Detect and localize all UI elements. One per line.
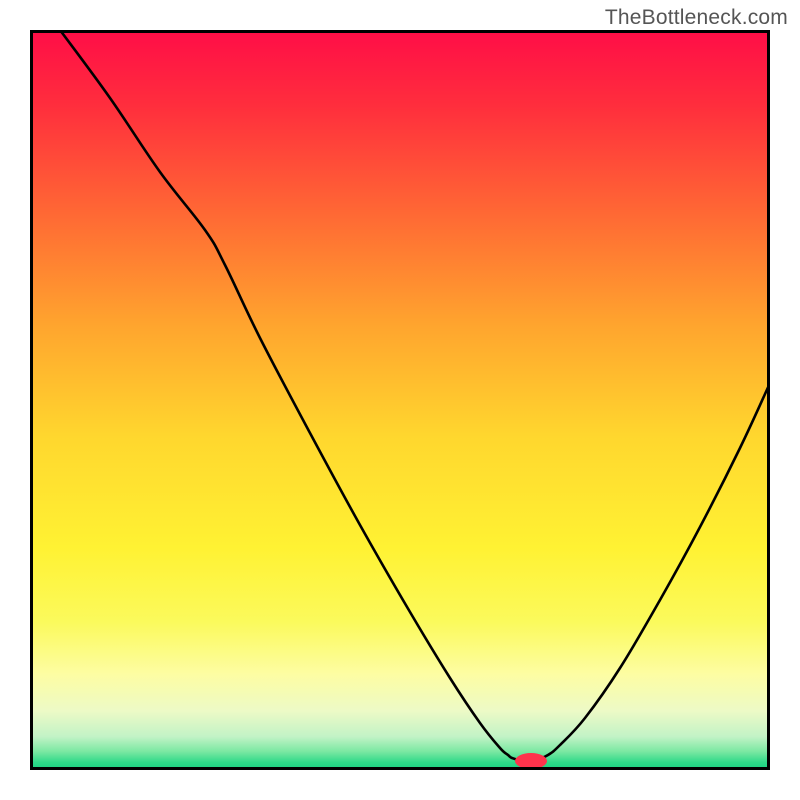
gradient-background xyxy=(30,30,770,770)
watermark-text: TheBottleneck.com xyxy=(605,6,788,30)
plot-svg xyxy=(30,30,770,770)
plot-area xyxy=(30,30,770,770)
minimum-marker xyxy=(515,753,547,769)
chart-container: TheBottleneck.com xyxy=(0,0,800,800)
